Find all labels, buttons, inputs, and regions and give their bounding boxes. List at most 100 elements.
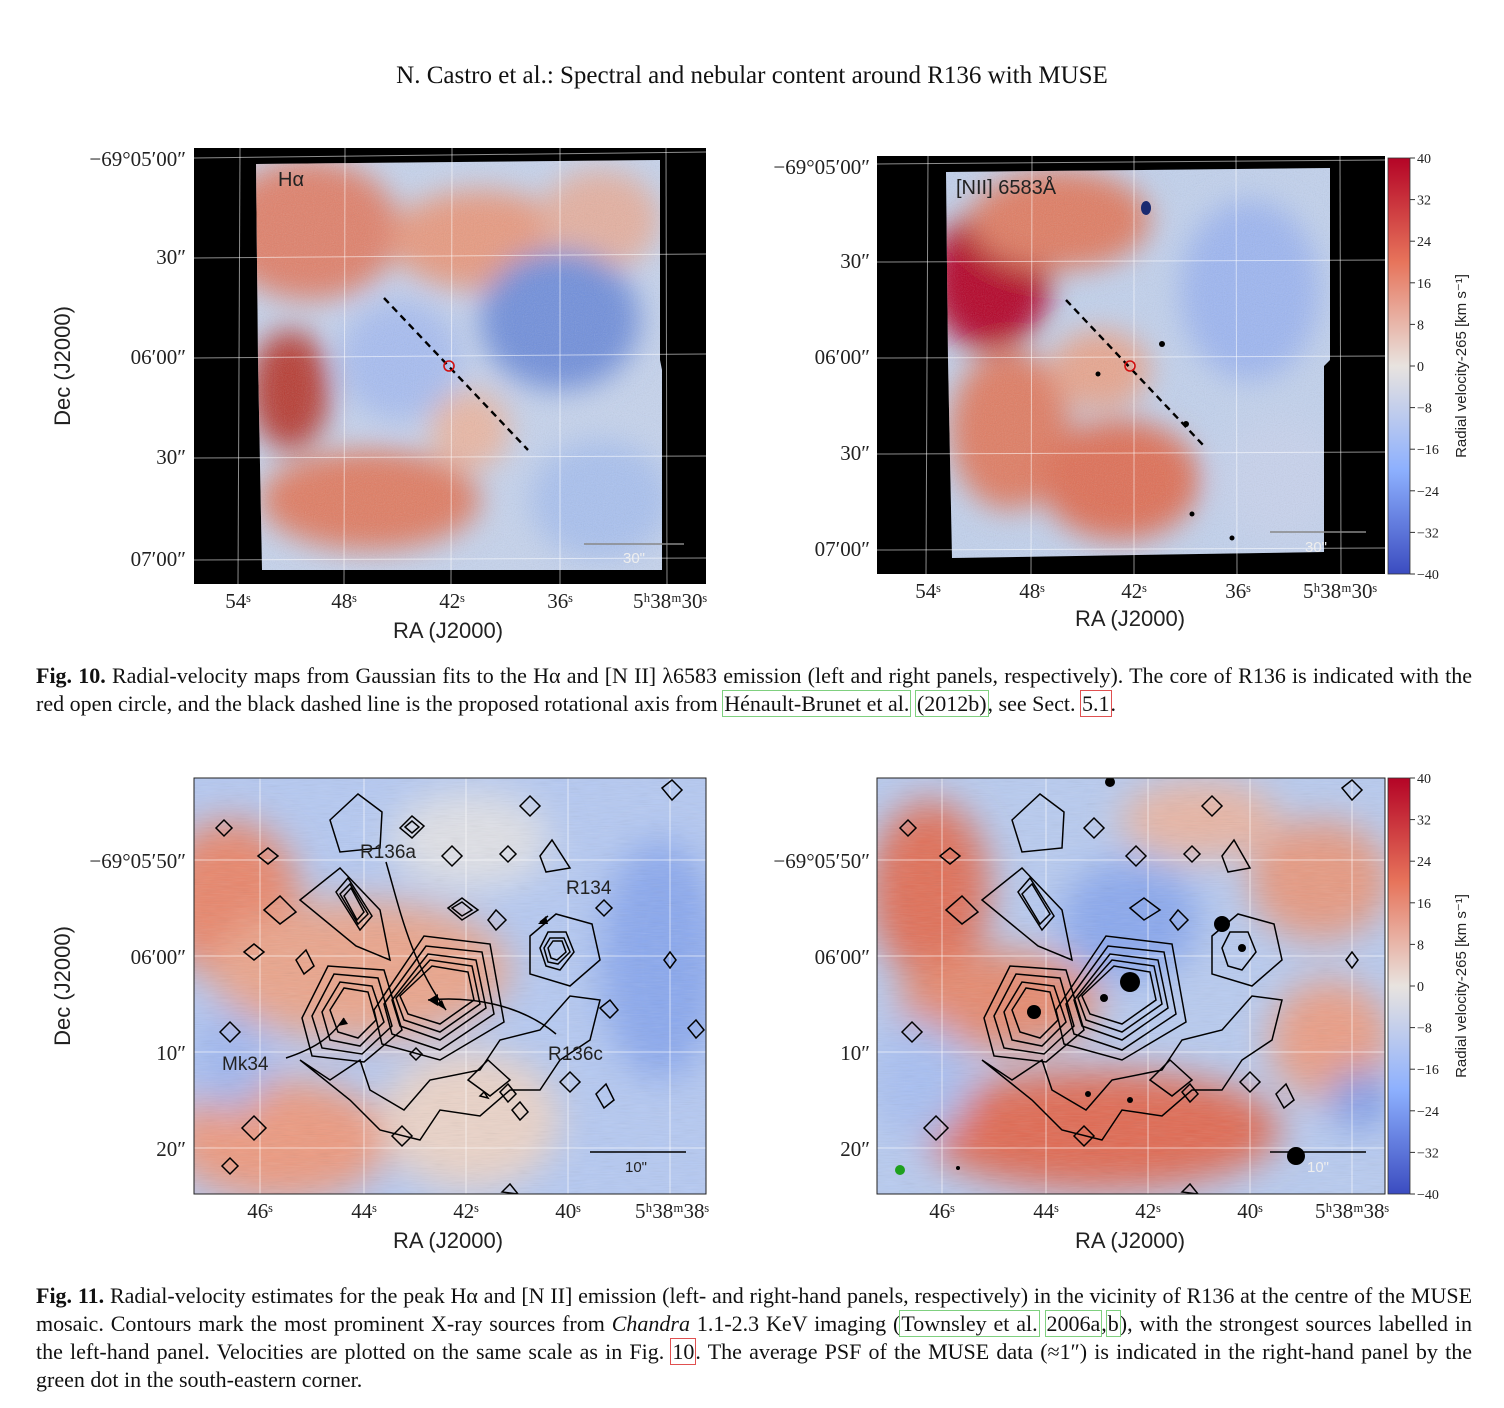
- fig10-left-ytick: −69°05′00″: [89, 147, 186, 171]
- colorbar-tick-label: 24: [1417, 855, 1431, 870]
- fig11-left-xtick: 5ʰ38ᵐ38ˢ: [635, 1199, 710, 1223]
- fig10-right-ytick: 07′00″: [815, 537, 870, 561]
- colorbar-tick-label: −16: [1417, 1063, 1439, 1078]
- fig10-left-xlabel: RA (J2000): [393, 618, 503, 643]
- colorbar-tick-label: −24: [1417, 485, 1439, 500]
- fig10-left-panel: 30" Hα: [193, 147, 707, 585]
- fig11-left-panel: 10" R136a R134 Mk34 R136c: [193, 777, 707, 1195]
- fig10-left-ytick: 30″: [156, 445, 186, 469]
- fig11-left-ytick: 10″: [156, 1041, 186, 1065]
- fig11-right-ytick: 20″: [840, 1137, 870, 1161]
- fig10-right-xlabel: RA (J2000): [1075, 606, 1185, 631]
- fig10-left-ytick: 06′00″: [131, 345, 186, 369]
- fig11-right-ytick: −69°05′50″: [773, 849, 870, 873]
- fig11-label-mk34: Mk34: [222, 1054, 269, 1075]
- fig11-caption: Fig. 11. Radial-velocity estimates for t…: [36, 1282, 1472, 1394]
- colorbar-tick-label: 16: [1417, 897, 1431, 912]
- fig11-label-r136c: R136c: [548, 1044, 603, 1065]
- fig11-caption-chandra: Chandra: [611, 1311, 690, 1336]
- fig11-colorbar-label: Radial velocity-265 [km s⁻¹]: [1453, 894, 1470, 1078]
- fig10-right-xtick: 54ˢ: [915, 579, 941, 603]
- fig10-left-scalebar: 30": [623, 550, 645, 567]
- fig11-left-xtick: 46ˢ: [247, 1199, 273, 1223]
- colorbar-tick-label: 0: [1417, 980, 1424, 995]
- figure-11-graphic: 10" R136a R134 Mk34 R136c: [50, 772, 1470, 1253]
- fig11-ref-fig-10[interactable]: 10: [670, 1338, 697, 1365]
- colorbar-tick-label: 32: [1417, 194, 1431, 209]
- fig10-left-xtick: 54ˢ: [225, 589, 251, 613]
- fig10-ref-henault-brunet[interactable]: Hénault-Brunet et al.: [722, 690, 912, 717]
- fig11-right-ytick: 10″: [840, 1041, 870, 1065]
- fig11-left-xlabel: RA (J2000): [393, 1228, 503, 1253]
- fig11-caption-text: ,: [1101, 1311, 1107, 1336]
- fig10-right-ytick: 30″: [840, 249, 870, 273]
- running-header: N. Castro et al.: Spectral and nebular c…: [396, 62, 1108, 89]
- fig10-left-label: Hα: [278, 169, 304, 191]
- fig10-ref-2012b[interactable]: (2012b): [914, 690, 989, 717]
- fig10-left-xtick: 36ˢ: [547, 589, 573, 613]
- fig10-ref-sect-5-1[interactable]: 5.1: [1080, 690, 1112, 717]
- fig11-left-contours: [214, 778, 706, 1194]
- colorbar-tick-label: 8: [1417, 938, 1424, 953]
- fig10-right-ytick: −69°05′00″: [773, 155, 870, 179]
- fig11-right-scalebar: 10": [1307, 1159, 1329, 1176]
- fig10-caption-text: .: [1110, 691, 1117, 716]
- fig10-left-ytick: 30″: [156, 245, 186, 269]
- fig11-right-xtick: 42ˢ: [1135, 1199, 1161, 1223]
- fig10-right-scalebar: 30": [1305, 539, 1327, 556]
- fig11-right-ytick: 06′00″: [815, 945, 870, 969]
- colorbar-tick-label: −8: [1417, 1022, 1432, 1037]
- fig11-right-contours: [898, 778, 1364, 1194]
- fig10-colorbar: 40 32 24 16 8 0 −8 −16 −24 −32 −40 Radial velocity…: [1387, 152, 1470, 583]
- colorbar-tick-label: 32: [1417, 814, 1431, 829]
- colorbar-tick-label: −32: [1417, 1146, 1439, 1161]
- colorbar-tick-label: −8: [1417, 402, 1432, 417]
- fig11-right-panel: 10": [876, 777, 1386, 1195]
- colorbar-tick-label: −40: [1417, 568, 1439, 583]
- fig11-right-xtick: 5ʰ38ᵐ38ˢ: [1315, 1199, 1390, 1223]
- colorbar-tick-label: −40: [1417, 1188, 1439, 1203]
- fig11-ref-b[interactable]: b: [1105, 1310, 1121, 1337]
- figure-10: 30" Hα −69°05′00″ 30″ 06′00″ 30″ 07′00″ …: [0, 130, 1504, 650]
- fig10-caption-text: , see Sect.: [987, 691, 1082, 716]
- fig10-caption-text: Radial-velocity maps from Gaussian fits …: [36, 663, 1472, 716]
- figure-11: 10" R136a R134 Mk34 R136c: [0, 760, 1504, 1260]
- colorbar-tick-label: 24: [1417, 235, 1431, 250]
- fig11-right-xlabel: RA (J2000): [1075, 1228, 1185, 1253]
- fig10-right-xtick: 36ˢ: [1225, 579, 1251, 603]
- fig10-ylabel: Dec (J2000): [50, 306, 75, 426]
- colorbar-tick-label: 40: [1417, 152, 1431, 167]
- fig11-right-xtick: 46ˢ: [929, 1199, 955, 1223]
- fig11-caption-text: Radial-velocity estimates for the peak H…: [36, 1283, 1473, 1336]
- fig11-ylabel: Dec (J2000): [50, 926, 75, 1046]
- fig10-right-panel: 30" [NII] 6583Å: [876, 155, 1386, 575]
- fig10-left-ytick: 07′00″: [131, 547, 186, 571]
- fig10-colorbar-label: Radial velocity-265 [km s⁻¹]: [1453, 274, 1470, 458]
- fig10-right-xtick: 42ˢ: [1121, 579, 1147, 603]
- colorbar-tick-label: 16: [1417, 277, 1431, 292]
- fig11-left-ytick: 06′00″: [131, 945, 186, 969]
- fig11-ref-townsley[interactable]: Townsley et al.: [899, 1310, 1040, 1337]
- fig11-caption-label: Fig. 11.: [36, 1283, 105, 1308]
- fig11-left-ytick: 20″: [156, 1137, 186, 1161]
- fig11-caption-text: ), with the strongest sources labelled i…: [36, 1311, 1472, 1364]
- fig11-ref-2006a[interactable]: 2006a: [1044, 1310, 1103, 1337]
- fig11-right-xtick: 44ˢ: [1033, 1199, 1059, 1223]
- fig11-left-xtick: 44ˢ: [351, 1199, 377, 1223]
- fig10-right-ytick: 06′00″: [815, 345, 870, 369]
- fig10-left-xtick: 48ˢ: [331, 589, 357, 613]
- colorbar-tick-label: 40: [1417, 772, 1431, 787]
- fig11-colorbar: 40 32 24 16 8 0 −8 −16 −24 −32 −40 Radial velocity…: [1387, 772, 1470, 1203]
- fig11-left-scalebar: 10": [625, 1159, 647, 1176]
- fig11-label-r134: R134: [566, 878, 612, 899]
- colorbar-tick-label: −16: [1417, 443, 1439, 458]
- fig11-left-ytick: −69°05′50″: [89, 849, 186, 873]
- figure-10-graphic: 30" Hα −69°05′00″ 30″ 06′00″ 30″ 07′00″ …: [50, 147, 1470, 643]
- fig11-label-r136a: R136a: [360, 842, 416, 863]
- fig10-left-xtick: 42ˢ: [439, 589, 465, 613]
- fig10-left-xtick: 5ʰ38ᵐ30ˢ: [633, 589, 708, 613]
- fig10-right-label: [NII] 6583Å: [956, 176, 1057, 199]
- colorbar-tick-label: 0: [1417, 360, 1424, 375]
- fig10-caption-label: Fig. 10.: [36, 663, 106, 688]
- fig11-caption-text: . The average PSF of the MUSE data (≈1″)…: [36, 1339, 1472, 1392]
